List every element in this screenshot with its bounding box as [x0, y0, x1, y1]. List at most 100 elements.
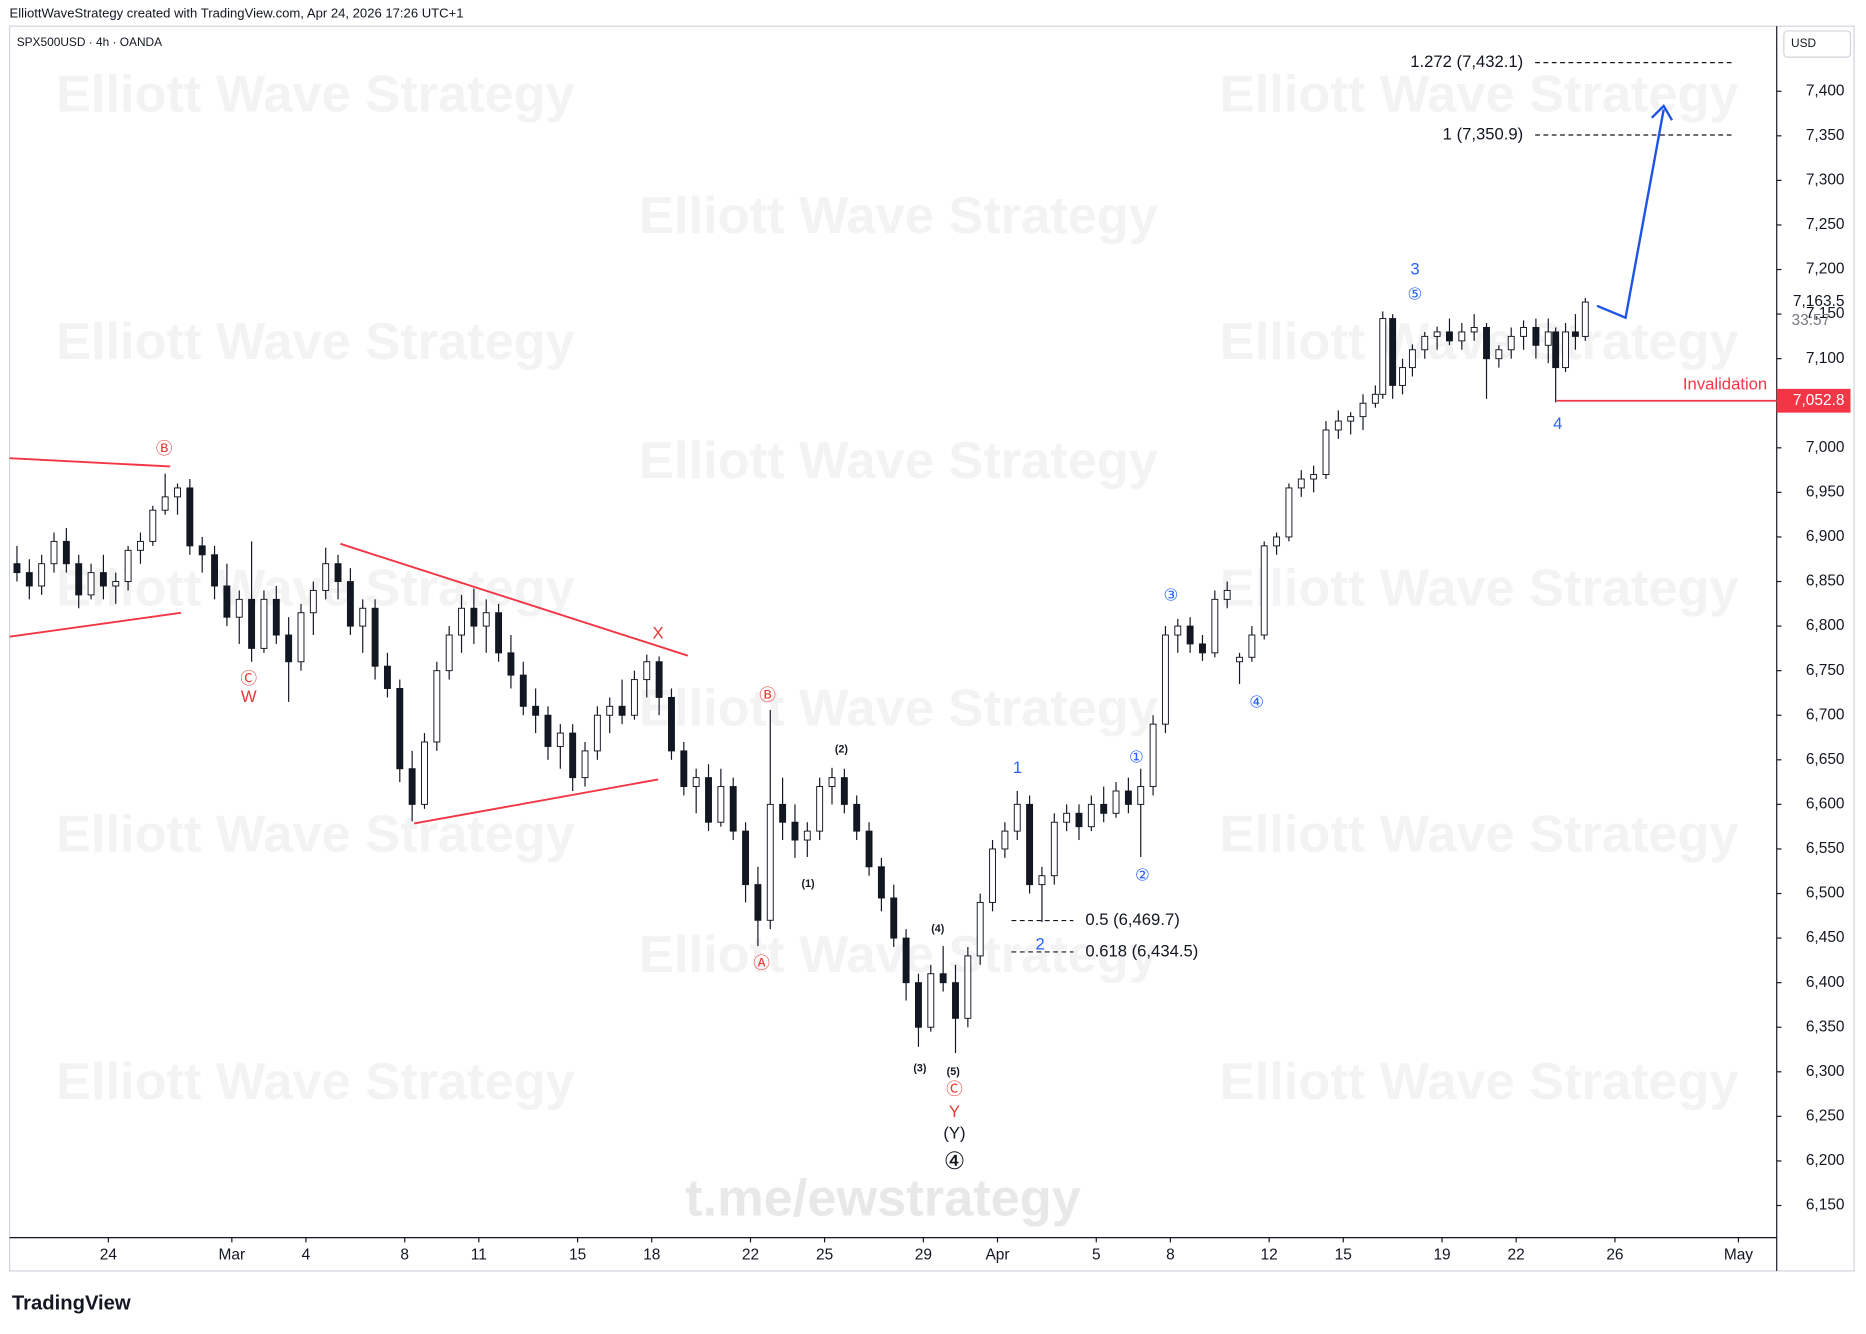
candle-body — [1359, 402, 1367, 418]
candle-body — [1199, 643, 1206, 654]
currency: USD — [1791, 36, 1817, 50]
candle-body — [1520, 327, 1528, 337]
candle-body — [1211, 598, 1219, 654]
y-tick-label: 6,150 — [1806, 1197, 1845, 1214]
candle-body — [1075, 812, 1083, 828]
wave-labels: Ⓑ Ⓒ W X Ⓑ Ⓐ (1) (2) (3) (4) (5) Ⓒ Y (Y) … — [156, 260, 1562, 1175]
candle-body — [495, 612, 503, 654]
wave-label: 3 — [1410, 260, 1419, 279]
candle-body — [939, 973, 947, 984]
candle-body — [1297, 478, 1305, 489]
candle-body — [1112, 790, 1120, 814]
candle-body — [1100, 803, 1108, 814]
wave-label: (2) — [835, 744, 849, 756]
wave-label: Y — [949, 1102, 960, 1121]
candle-body — [668, 696, 675, 752]
watermark: Elliott Wave Strategy — [1220, 806, 1739, 864]
candle-body — [235, 598, 243, 618]
candle-body — [581, 750, 589, 779]
candle-body — [458, 607, 465, 636]
wave-label: Ⓑ — [156, 439, 173, 458]
watermarks: Elliott Wave Strategy Elliott Wave Strat… — [56, 65, 1739, 1227]
candle-body — [952, 982, 959, 1019]
candle-body — [791, 821, 799, 841]
candle-body — [1038, 875, 1046, 886]
wave-label: (4) — [931, 923, 945, 935]
x-tick-label: 8 — [400, 1247, 409, 1264]
candle-body — [1063, 812, 1071, 823]
x-tick-label: 15 — [569, 1247, 586, 1264]
trendlines — [9, 457, 689, 825]
watermark: Elliott Wave Strategy — [1220, 1053, 1739, 1111]
projection — [1596, 103, 1674, 320]
candle-body — [630, 679, 638, 716]
wave-label: ④ — [1249, 693, 1264, 712]
y-tick-label: 7,150 — [1806, 305, 1845, 322]
candle-body — [1446, 331, 1453, 342]
candle-body — [593, 714, 601, 752]
candle-body — [1273, 536, 1281, 547]
watermark: Elliott Wave Strategy — [639, 432, 1158, 490]
y-tick-label: 6,450 — [1806, 929, 1845, 946]
x-tick-label: May — [1724, 1247, 1753, 1264]
invalidation-text: Invalidation — [1683, 375, 1767, 394]
candle-body — [976, 901, 984, 957]
invalidation-price: 7,052.8 — [1793, 392, 1845, 409]
watermark: Elliott Wave Strategy — [56, 65, 575, 123]
trendline — [9, 457, 171, 468]
wave-label: ④ — [944, 1148, 965, 1175]
candle-body — [606, 705, 614, 716]
candle-body — [50, 540, 58, 565]
currency-box[interactable] — [1783, 30, 1852, 58]
x-tick-label: 5 — [1092, 1247, 1101, 1264]
candle-body — [1470, 327, 1478, 333]
candle-body — [1050, 821, 1058, 877]
candle-body — [260, 598, 268, 649]
candle-body — [840, 777, 848, 805]
candle-body — [1001, 830, 1009, 850]
wave-label: Ⓒ — [240, 669, 257, 688]
candle-body — [914, 982, 922, 1028]
y-tick-label: 6,750 — [1806, 662, 1845, 679]
candle-body — [149, 509, 157, 542]
last-price: 7,163.5 — [1793, 293, 1845, 310]
x-tick-label: 8 — [1166, 1247, 1175, 1264]
candle-body — [1285, 487, 1293, 538]
x-tick-label: 25 — [816, 1247, 833, 1264]
candle-body — [297, 612, 305, 663]
candle-body — [371, 607, 379, 667]
candle-body — [1421, 335, 1429, 351]
candle-body — [1137, 786, 1145, 805]
y-tick-label: 7,250 — [1806, 216, 1845, 233]
trendline — [413, 778, 659, 825]
candle-body — [1552, 331, 1560, 369]
candle-body — [569, 732, 577, 779]
candle-body — [272, 598, 280, 636]
x-tick-label: 22 — [1508, 1247, 1525, 1264]
wave-label: Ⓐ — [753, 953, 770, 972]
candle-body — [62, 540, 70, 565]
candle-body — [211, 554, 218, 587]
candle-body — [742, 830, 750, 886]
wave-label: ① — [1129, 747, 1144, 766]
fib-label: 1.272 (7,432.1) — [1410, 52, 1523, 71]
candle-body — [1026, 803, 1034, 886]
candle-body — [421, 741, 428, 805]
wave-label: 1 — [1013, 758, 1022, 777]
candle-body — [248, 598, 256, 649]
x-tick-label: 26 — [1606, 1247, 1623, 1264]
candle-body — [877, 866, 885, 899]
wave-label: (Y) — [943, 1123, 965, 1142]
logo[interactable]: TradingView — [12, 1293, 131, 1315]
candle-body — [1581, 301, 1589, 337]
candle-body — [1124, 790, 1132, 805]
wave-label: ② — [1135, 865, 1150, 884]
channel: t.me/ewstrategy — [685, 1170, 1081, 1228]
wave-label: 2 — [1035, 934, 1044, 953]
candle-body — [223, 585, 231, 618]
watermark: Elliott Wave Strategy — [56, 806, 575, 864]
candle-body — [828, 777, 836, 788]
candle-body — [482, 612, 490, 627]
